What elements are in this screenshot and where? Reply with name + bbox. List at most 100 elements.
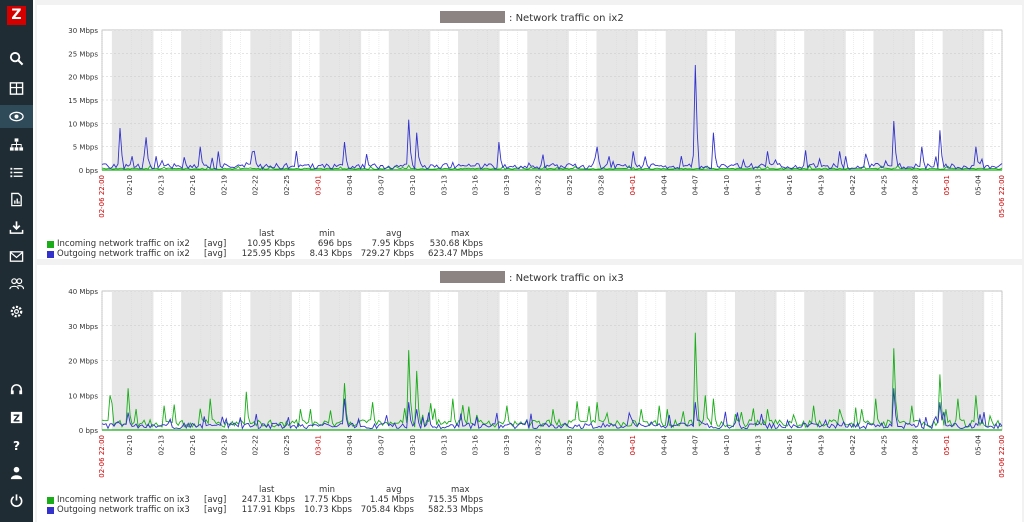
- x-tick-label: 04-13: [755, 175, 763, 195]
- y-tick-label: 20 Mbps: [68, 74, 98, 82]
- x-tick-label: 02-13: [157, 175, 165, 195]
- x-tick-label: 03-13: [440, 175, 448, 195]
- graph-title: : Network traffic on ix2: [509, 13, 624, 24]
- x-tick-label: 02-16: [189, 174, 197, 195]
- main-content: : Network traffic on ix2 0 bps 5 Mbps 10 M…: [35, 0, 1024, 522]
- y-tick-label: 20 Mbps: [68, 358, 98, 366]
- reports-icon[interactable]: [7, 190, 26, 209]
- x-tick-label: 05-01: [943, 435, 951, 455]
- legend-min: 696 bps: [317, 239, 352, 249]
- x-tick-label: 03-10: [409, 435, 417, 455]
- x-end-label: 05-06 22:00: [998, 175, 1006, 218]
- legend-max: 582.53 Mbps: [428, 505, 483, 515]
- graph-ix2: : Network traffic on ix2 0 bps 5 Mbps 10 M…: [68, 11, 1006, 218]
- legend-last: 10.95 Kbps: [247, 239, 295, 249]
- legend-header-max: max: [451, 229, 470, 239]
- network-map-icon[interactable]: [7, 135, 26, 154]
- x-tick-label: 03-07: [377, 435, 385, 455]
- legend-max: 715.35 Mbps: [428, 495, 483, 505]
- x-start-label: 02-06 22:00: [98, 175, 106, 218]
- x-tick-label: 04-19: [817, 435, 825, 455]
- x-tick-label: 03-22: [535, 435, 543, 455]
- x-tick-label: 04-10: [723, 175, 731, 195]
- graph-panel-ix3: : Network traffic on ix3 0 bps 10 Mbps 20 …: [37, 265, 1022, 522]
- x-tick-label: 04-16: [786, 174, 794, 195]
- graph-title: : Network traffic on ix3: [509, 273, 624, 284]
- graph-legend: last min avg max Incoming network traffi…: [47, 485, 547, 518]
- sidebar: Z Z ?: [0, 0, 33, 522]
- x-start-label: 02-06 22:00: [98, 435, 106, 478]
- legend-item-fn: [avg]: [204, 495, 227, 505]
- x-tick-label: 04-28: [912, 175, 920, 195]
- x-tick-label: 04-22: [849, 175, 857, 195]
- x-tick-label: 04-19: [817, 175, 825, 195]
- y-tick-label: 0 bps: [79, 427, 99, 435]
- user-profile-icon[interactable]: [7, 463, 26, 482]
- share-icon[interactable]: Z: [7, 408, 26, 427]
- svg-text:?: ?: [13, 439, 20, 453]
- outgoing-series-line: [101, 64, 1003, 171]
- x-tick-label: 04-01: [629, 435, 637, 455]
- x-tick-label: 04-01: [629, 175, 637, 195]
- y-tick-label: 5 Mbps: [73, 144, 99, 152]
- x-tick-label: 03-28: [597, 175, 605, 195]
- x-tick-label: 02-25: [283, 175, 291, 195]
- x-tick-label: 03-16: [472, 174, 480, 195]
- x-tick-label: 03-19: [503, 435, 511, 455]
- data-collection-download-icon[interactable]: [7, 218, 26, 237]
- svg-text:Z: Z: [13, 414, 20, 425]
- legend-header-last: last: [259, 485, 275, 495]
- legend-avg: 705.84 Kbps: [360, 505, 414, 515]
- x-tick-label: 04-16: [786, 434, 794, 455]
- x-tick-label: 04-04: [660, 174, 668, 195]
- legend-header-min: min: [319, 229, 336, 239]
- x-tick-label: 02-19: [220, 435, 228, 455]
- x-tick-label: 02-19: [220, 175, 228, 195]
- x-tick-label: 04-25: [880, 435, 888, 455]
- incoming-color-swatch: [47, 497, 54, 504]
- x-end-label: 05-06 22:00: [998, 435, 1006, 478]
- monitoring-eye-icon[interactable]: [0, 105, 33, 128]
- incoming-color-swatch: [47, 241, 54, 248]
- x-tick-label: 03-25: [566, 435, 574, 455]
- legend-min: 17.75 Kbps: [304, 495, 352, 505]
- x-tick-label: 04-28: [912, 435, 920, 455]
- support-headset-icon[interactable]: [7, 380, 26, 399]
- zabbix-logo[interactable]: Z: [7, 6, 26, 25]
- legend-last: 247.31 Kbps: [241, 495, 295, 505]
- search-icon[interactable]: [7, 49, 26, 68]
- legend-item-fn: [avg]: [204, 505, 227, 515]
- dashboard-icon[interactable]: [7, 79, 26, 98]
- legend-max: 530.68 Kbps: [429, 239, 483, 249]
- x-tick-label: 02-22: [252, 435, 260, 455]
- x-tick-label: 02-10: [126, 435, 134, 455]
- x-tick-label: 04-10: [723, 435, 731, 455]
- legend-item-fn: [avg]: [204, 249, 227, 259]
- x-tick-label: 02-16: [189, 434, 197, 455]
- x-tick-label: 03-28: [597, 435, 605, 455]
- x-tick-label: 03-22: [535, 175, 543, 195]
- settings-gear-icon[interactable]: [7, 302, 26, 321]
- outgoing-color-swatch: [47, 251, 54, 258]
- x-tick-label: 03-10: [409, 175, 417, 195]
- alerts-mail-icon[interactable]: [7, 247, 26, 266]
- inventory-list-icon[interactable]: [7, 163, 26, 182]
- legend-header-avg: avg: [386, 229, 402, 239]
- legend-item-name: Incoming network traffic on ix3: [57, 495, 190, 505]
- legend-header-max: max: [451, 485, 470, 495]
- legend-avg: 729.27 Kbps: [360, 249, 414, 259]
- x-tick-label: 03-04: [346, 174, 354, 195]
- x-tick-label: 03-13: [440, 435, 448, 455]
- x-tick-label: 05-04: [975, 174, 983, 195]
- incoming-series-line: [101, 332, 1003, 429]
- y-tick-label: 25 Mbps: [68, 50, 98, 58]
- help-icon[interactable]: ?: [7, 436, 26, 455]
- legend-item-fn: [avg]: [204, 239, 227, 249]
- y-tick-label: 10 Mbps: [68, 120, 98, 128]
- legend-item-name: Outgoing network traffic on ix3: [57, 505, 190, 515]
- x-tick-label: 05-01: [943, 175, 951, 195]
- sign-out-power-icon[interactable]: [7, 491, 26, 510]
- y-tick-label: 10 Mbps: [68, 392, 98, 400]
- legend-last: 125.95 Kbps: [241, 249, 295, 259]
- users-icon[interactable]: [7, 274, 26, 293]
